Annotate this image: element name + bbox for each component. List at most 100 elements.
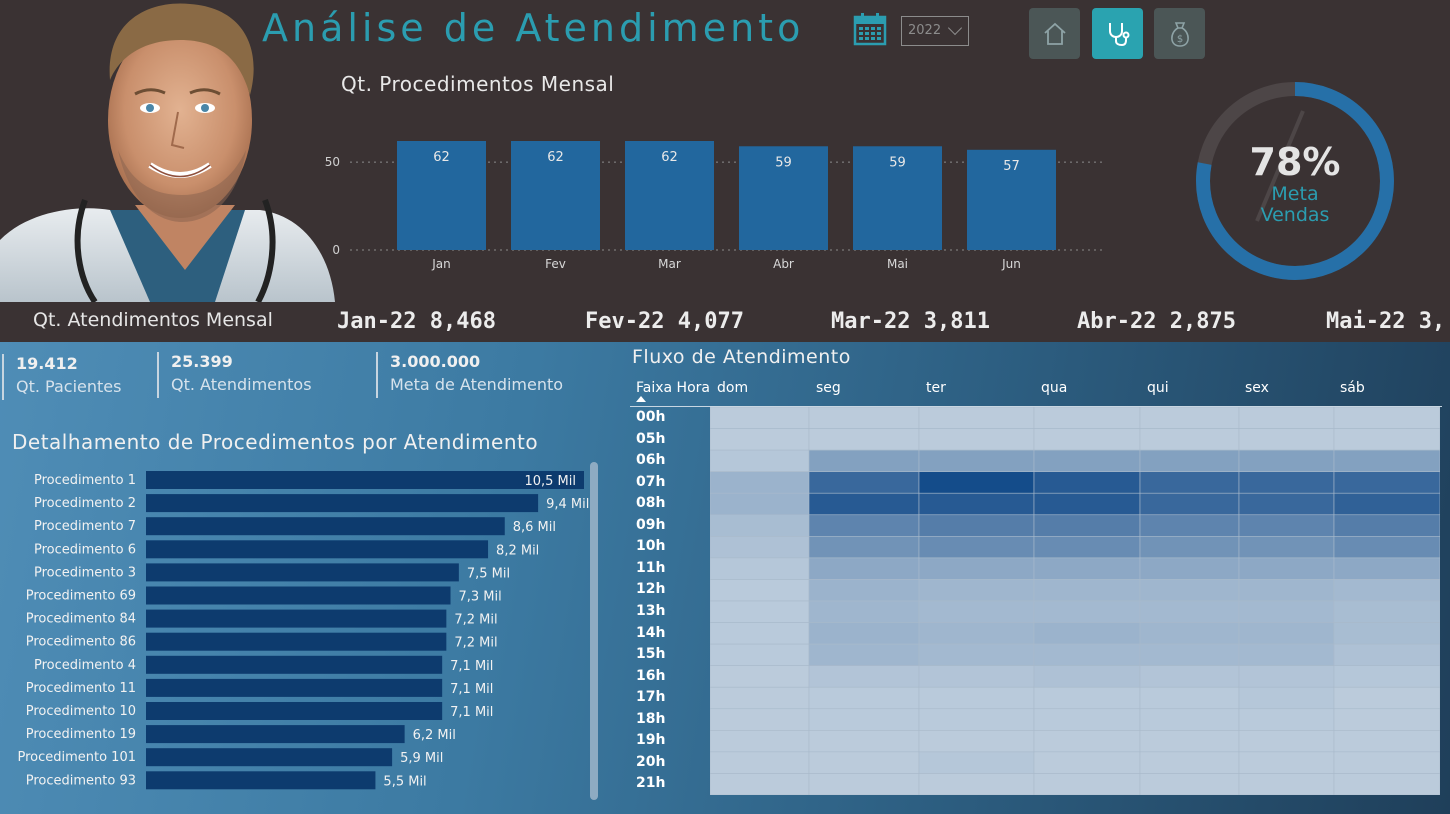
heatmap-cell[interactable] [1238,428,1335,451]
heatmap-cell[interactable] [710,665,810,688]
heatmap-cell[interactable] [1333,428,1440,451]
heatmap-cell[interactable] [710,449,810,472]
bar[interactable] [967,149,1056,250]
scrollbar[interactable] [590,462,598,800]
heatmap-cell[interactable] [1033,665,1141,688]
procedure-bar[interactable] [146,678,443,697]
heatmap-cell[interactable] [918,579,1035,602]
heatmap-cell[interactable] [1333,471,1440,494]
heatmap-cell[interactable] [1333,773,1440,795]
heatmap-cell[interactable] [1139,449,1240,472]
heatmap-cell[interactable] [1333,686,1440,710]
day-column-header[interactable]: qui [1147,380,1169,396]
heatmap-cell[interactable] [710,557,810,580]
heatmap-cell[interactable] [1033,428,1141,451]
heatmap-cell[interactable] [1139,686,1240,710]
heatmap-cell[interactable] [808,751,920,774]
heatmap-cell[interactable] [808,536,920,559]
heatmap-cell[interactable] [1238,686,1335,710]
heatmap-cell[interactable] [808,686,920,710]
heatmap-cell[interactable] [918,686,1035,710]
heatmap-cell[interactable] [1033,622,1141,645]
money-bag-button[interactable]: $ [1154,8,1205,59]
heatmap-cell[interactable] [1333,536,1440,559]
heatmap-cell[interactable] [808,471,920,494]
heatmap-cell[interactable] [808,708,920,731]
heatmap-cell[interactable] [1238,492,1335,516]
bar[interactable] [739,146,828,250]
bar[interactable] [511,141,600,250]
heatmap-cell[interactable] [918,622,1035,645]
procedure-bar[interactable] [146,748,393,767]
heatmap-cell[interactable] [710,514,810,537]
heatmap-cell[interactable] [1238,730,1335,753]
heatmap-cell[interactable] [710,492,810,516]
day-column-header[interactable]: dom [717,380,749,396]
heatmap-cell[interactable] [710,600,810,623]
heatmap-cell[interactable] [1033,407,1141,429]
procedure-bar[interactable] [146,586,451,605]
heatmap-cell[interactable] [710,730,810,753]
heatmap-cell[interactable] [1238,622,1335,645]
home-button[interactable] [1029,8,1080,59]
bar[interactable] [625,141,714,250]
procedure-bar[interactable] [146,702,443,720]
heatmap-cell[interactable] [1238,449,1335,472]
heatmap-cell[interactable] [918,492,1035,516]
year-select[interactable]: 2022 [901,16,969,46]
heatmap-cell[interactable] [1238,471,1335,494]
heatmap-cell[interactable] [1238,708,1335,731]
heatmap-cell[interactable] [1139,622,1240,645]
procedure-bar[interactable] [146,771,376,790]
heatmap-cell[interactable] [1139,665,1240,688]
heatmap-cell[interactable] [1333,492,1440,516]
heatmap-cell[interactable] [1139,708,1240,731]
bar[interactable] [397,141,486,250]
heatmap-cell[interactable] [1333,708,1440,731]
heatmap-cell[interactable] [808,730,920,753]
heatmap-cell[interactable] [1033,471,1141,494]
heatmap-cell[interactable] [1238,665,1335,688]
heatmap-cell[interactable] [1139,514,1240,537]
heatmap-cell[interactable] [808,428,920,451]
heatmap-cell[interactable] [808,579,920,602]
heatmap-cell[interactable] [1333,579,1440,602]
heatmap-cell[interactable] [918,557,1035,580]
heatmap-cell[interactable] [1139,751,1240,774]
heatmap-cell[interactable] [710,686,810,710]
day-column-header[interactable]: qua [1041,380,1068,396]
heatmap-cell[interactable] [918,708,1035,731]
heatmap-cell[interactable] [1139,773,1240,795]
heatmap-cell[interactable] [808,557,920,580]
heatmap-cell[interactable] [710,536,810,559]
heatmap-cell[interactable] [710,643,810,666]
heatmap-cell[interactable] [1033,730,1141,753]
heatmap-cell[interactable] [1333,665,1440,688]
heatmap-cell[interactable] [1333,643,1440,666]
heatmap-cell[interactable] [1333,514,1440,537]
procedure-bar[interactable] [146,563,459,582]
procedure-bar[interactable] [146,609,447,628]
heatmap-cell[interactable] [918,449,1035,472]
heatmap-cell[interactable] [710,708,810,731]
heatmap-cell[interactable] [1333,407,1440,429]
heatmap-cell[interactable] [1033,600,1141,623]
heatmap-cell[interactable] [1139,730,1240,753]
heatmap-cell[interactable] [1238,536,1335,559]
heatmap-cell[interactable] [1033,514,1141,537]
heatmap-cell[interactable] [710,471,810,494]
heatmap-cell[interactable] [710,407,810,429]
procedure-bar[interactable] [146,725,405,744]
heatmap-cell[interactable] [918,407,1035,429]
heatmap-cell[interactable] [710,622,810,645]
heatmap-cell[interactable] [918,536,1035,559]
heatmap-cell[interactable] [1238,751,1335,774]
heatmap-cell[interactable] [1139,471,1240,494]
heatmap-cell[interactable] [1139,536,1240,559]
heatmap-cell[interactable] [808,600,920,623]
heatmap-cell[interactable] [918,773,1035,795]
heatmap-cell[interactable] [808,622,920,645]
heatmap-cell[interactable] [1033,492,1141,516]
heatmap-cell[interactable] [1333,622,1440,645]
procedure-bar[interactable] [146,540,489,559]
